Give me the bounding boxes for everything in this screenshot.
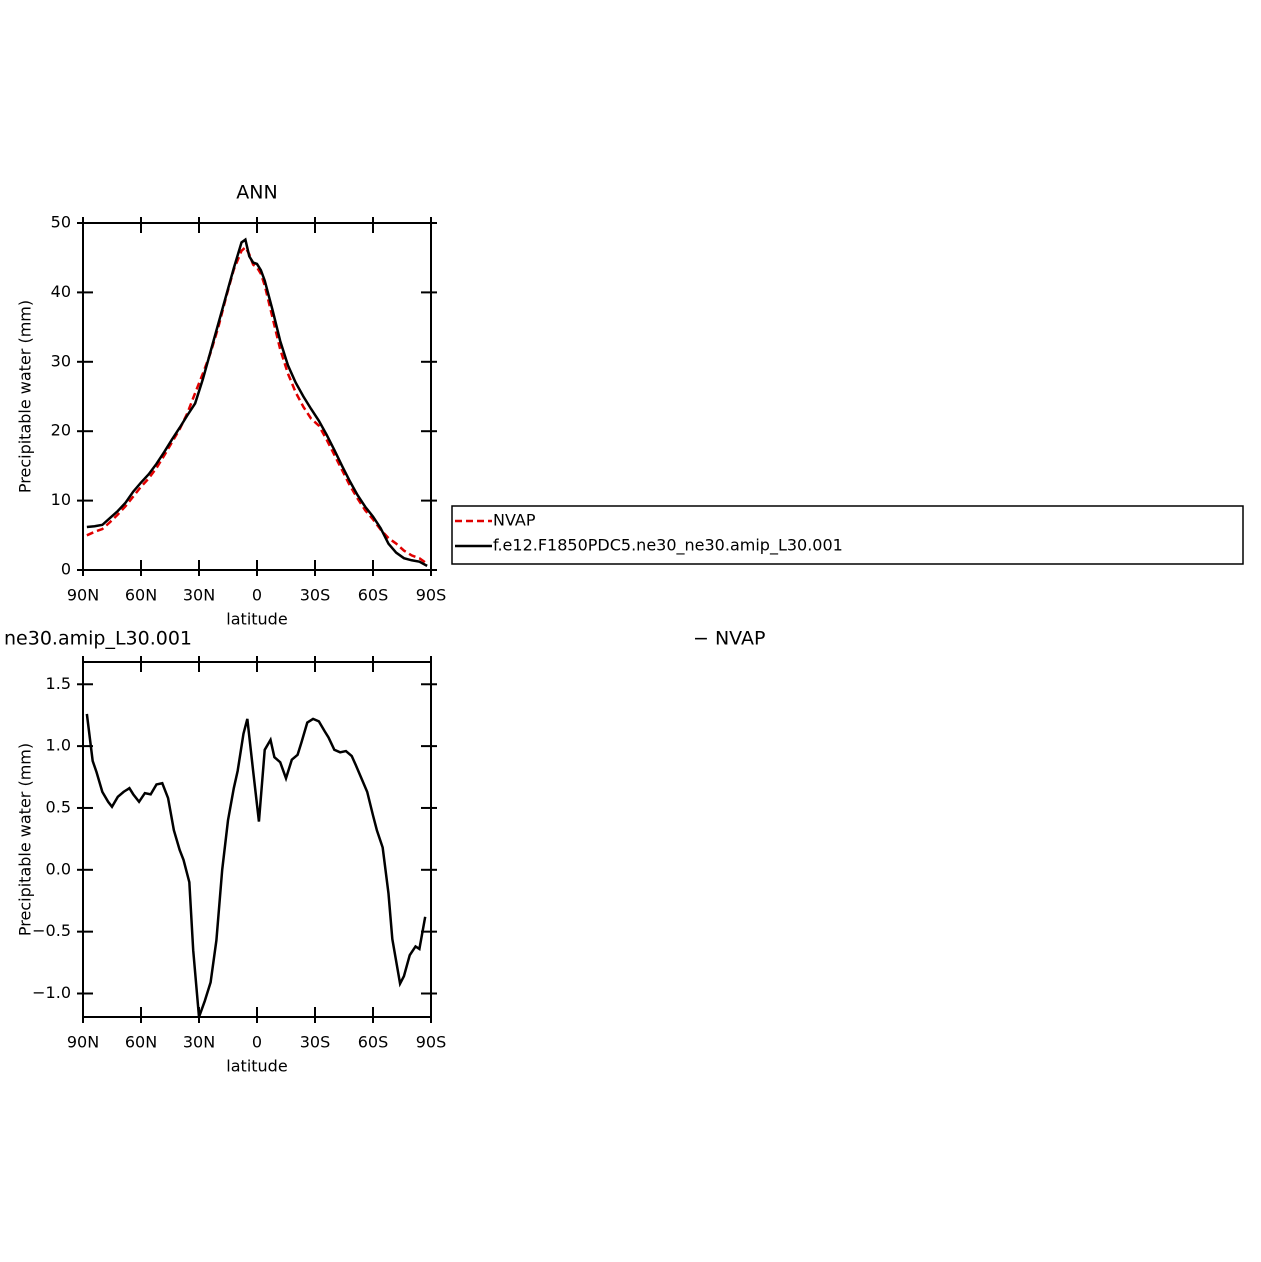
chart-title: ANN [236, 182, 277, 204]
y-tick-label: 10 [51, 490, 71, 509]
y-tick-label: 1.5 [46, 674, 71, 693]
x-tick-label: 30S [300, 1033, 331, 1052]
x-tick-label: 90S [416, 1033, 447, 1052]
x-tick-label: 60S [358, 1033, 389, 1052]
plot-frame [82, 222, 432, 571]
y-tick-label: 50 [51, 213, 71, 232]
y-tick-label: −1.0 [32, 983, 71, 1002]
y-tick-label: 0.5 [46, 797, 71, 816]
y-tick-label: 0 [61, 560, 71, 579]
y-tick-label: 40 [51, 282, 71, 301]
chart-title: − NVAP [693, 628, 765, 650]
x-axis-label: latitude [226, 1057, 287, 1076]
data-line [86, 237, 428, 567]
y-tick-label: 0.0 [46, 859, 71, 878]
x-tick-label: 60N [125, 586, 157, 605]
legend-label: f.e12.F1850PDC5.ne30_ne30.amip_L30.001 [493, 536, 843, 556]
data-line [86, 245, 428, 565]
x-tick-label: 30S [300, 586, 331, 605]
x-tick-label: 0 [252, 586, 262, 605]
legend-box [451, 505, 1244, 565]
y-tick-label: −0.5 [32, 921, 71, 940]
x-tick-label: 60S [358, 586, 389, 605]
y-tick-label: 1.0 [46, 736, 71, 755]
y-axis-label: Precipitable water (mm) [16, 300, 35, 493]
x-tick-label: 90N [67, 586, 99, 605]
x-tick-label: 60N [125, 1033, 157, 1052]
x-tick-label: 30N [183, 586, 215, 605]
x-tick-label: 30N [183, 1033, 215, 1052]
data-line [85, 713, 427, 1018]
x-axis-label: latitude [226, 610, 287, 629]
x-tick-label: 0 [252, 1033, 262, 1052]
legend-label: NVAP [493, 511, 536, 530]
y-tick-label: 30 [51, 351, 71, 370]
chart-title: ne30.amip_L30.001 [4, 628, 192, 650]
x-tick-label: 90S [416, 586, 447, 605]
y-axis-label: Precipitable water (mm) [16, 743, 35, 936]
y-tick-label: 20 [51, 421, 71, 440]
x-tick-label: 90N [67, 1033, 99, 1052]
